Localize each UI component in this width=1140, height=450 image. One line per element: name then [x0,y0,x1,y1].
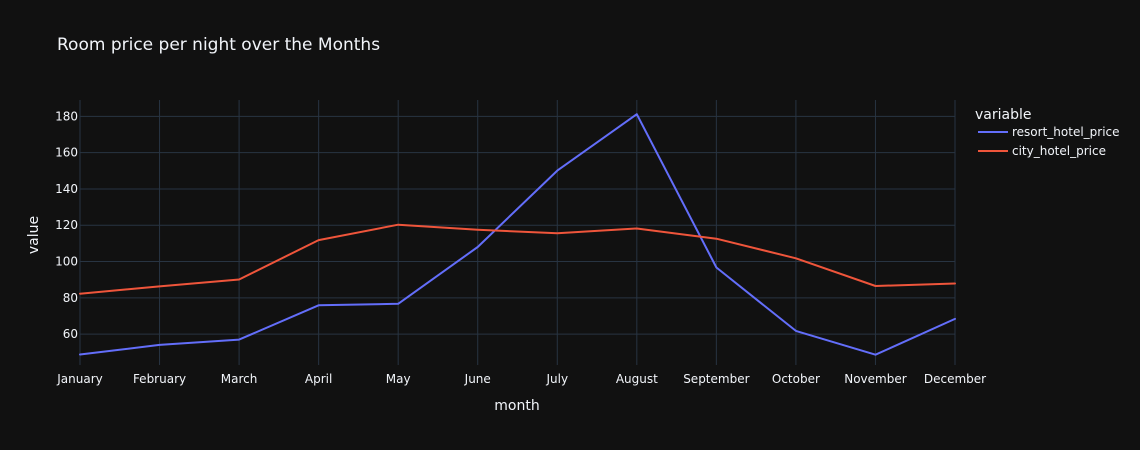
legend-title: variable [975,107,1031,123]
x-tick-label: October [772,372,820,386]
x-tick-label: April [305,372,332,386]
x-tick-label: August [616,372,658,386]
y-tick-label: 140 [55,182,78,196]
x-tick-label: March [221,372,258,386]
x-tick-label: June [464,372,491,386]
y-tick-label: 60 [63,327,78,341]
x-tick-label: February [133,372,186,386]
series-lines [79,113,956,356]
chart-title: Room price per night over the Months [57,35,380,55]
x-tick-label: November [844,372,906,386]
y-tick-label: 160 [55,146,78,160]
y-tick-label: 180 [55,109,78,123]
legend-label: city_hotel_price [1012,144,1106,158]
legend: variable resort_hotel_price city_hotel_pr… [975,107,1120,158]
x-tick-label: December [924,372,986,386]
legend-label: resort_hotel_price [1012,125,1120,139]
y-axis-ticks: 60 80 100 120 140 160 180 [55,109,78,341]
y-tick-label: 120 [55,218,78,232]
x-axis-title: month [494,398,539,414]
y-tick-label: 100 [55,255,78,269]
x-axis-ticks: January February March April May June July Augu… [56,372,986,386]
y-tick-label: 80 [63,291,78,305]
series-line-resort_hotel_price [79,113,956,356]
x-tick-label: May [386,372,411,386]
x-tick-label: July [545,372,568,386]
x-tick-label: September [683,372,749,386]
x-tick-label: January [56,372,103,386]
y-axis-title: value [26,216,42,254]
series-line-city_hotel_price [79,223,956,295]
